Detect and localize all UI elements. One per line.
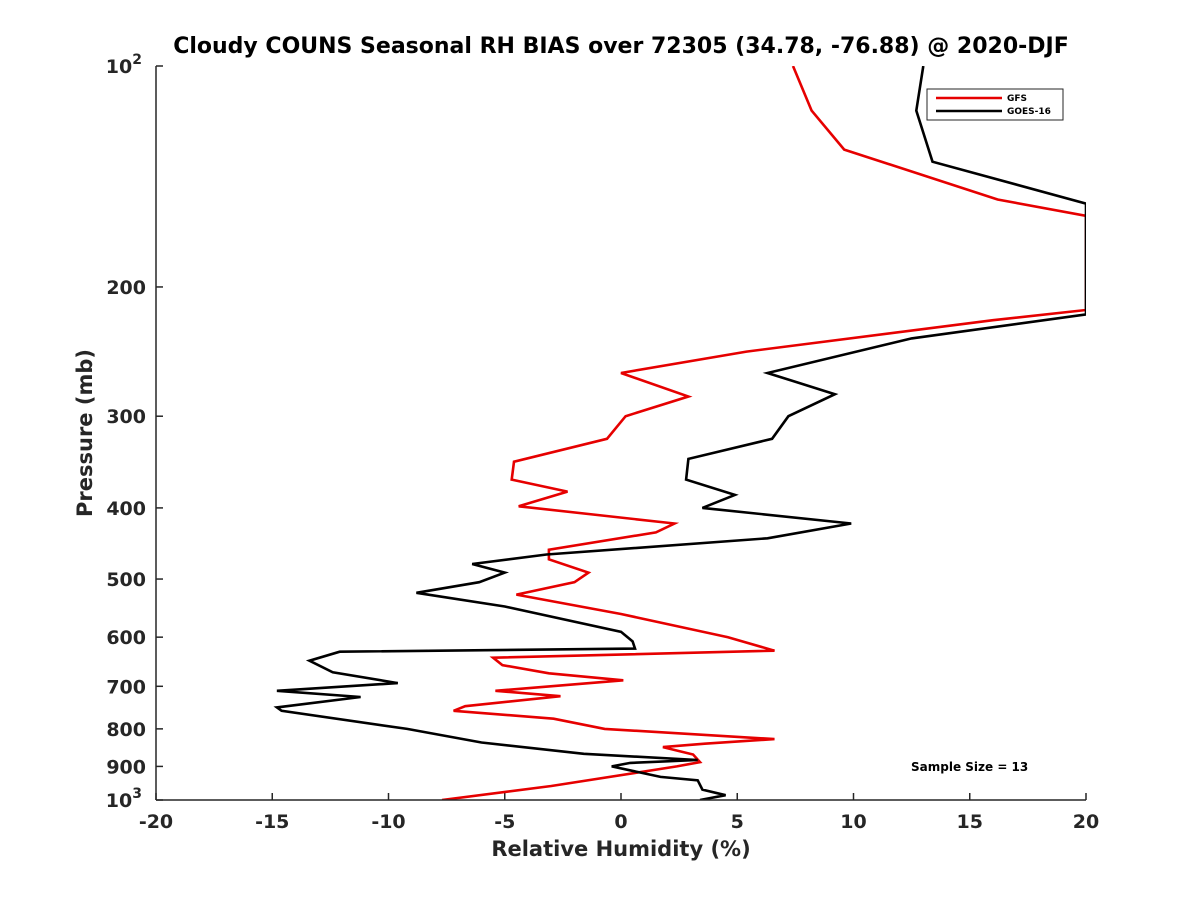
- series-layer: [273, 66, 1086, 800]
- x-tick-label: 20: [1073, 811, 1099, 833]
- x-axis-label: Relative Humidity (%): [491, 837, 750, 861]
- y-tick-label: 900: [106, 756, 146, 778]
- x-tick-label: -15: [255, 811, 289, 833]
- y-tick-label: 103: [106, 786, 142, 812]
- legend-label-goes16: GOES-16: [1007, 107, 1051, 117]
- y-tick-label: 800: [106, 719, 146, 741]
- y-tick-label: 700: [106, 676, 146, 698]
- y-tick-label: 200: [106, 277, 146, 299]
- legend-label-gfs: GFS: [1007, 94, 1027, 104]
- y-tick-label: 300: [106, 406, 146, 428]
- chart-title: Cloudy COUNS Seasonal RH BIAS over 72305…: [173, 34, 1069, 59]
- legend: GFS GOES-16: [926, 88, 1064, 121]
- legend-box: [926, 88, 1064, 121]
- y-tick-label: 400: [106, 498, 146, 520]
- plot-area: [156, 66, 1086, 800]
- x-tick-label: -20: [139, 811, 173, 833]
- y-tick-label: 500: [106, 569, 146, 591]
- x-tick-label: 10: [840, 811, 866, 833]
- y-axis-label: Pressure (mb): [73, 349, 97, 517]
- series-line-gfs: [441, 66, 1086, 800]
- x-tick-label: 0: [614, 811, 627, 833]
- y-axis-ticks: 102 200 300 400 500 600 700 800 900 103: [106, 52, 163, 812]
- x-tick-label: 15: [957, 811, 983, 833]
- series-line-goes16: [273, 66, 1086, 800]
- x-axis-ticks: -20 -15 -10 -5 0 5 10 15 20: [139, 793, 1099, 833]
- x-tick-label: 5: [731, 811, 744, 833]
- x-tick-label: -5: [494, 811, 515, 833]
- sample-size-annotation: Sample Size = 13: [911, 760, 1028, 774]
- x-tick-label: -10: [371, 811, 405, 833]
- y-tick-label: 600: [106, 627, 146, 649]
- y-tick-label: 102: [106, 52, 142, 78]
